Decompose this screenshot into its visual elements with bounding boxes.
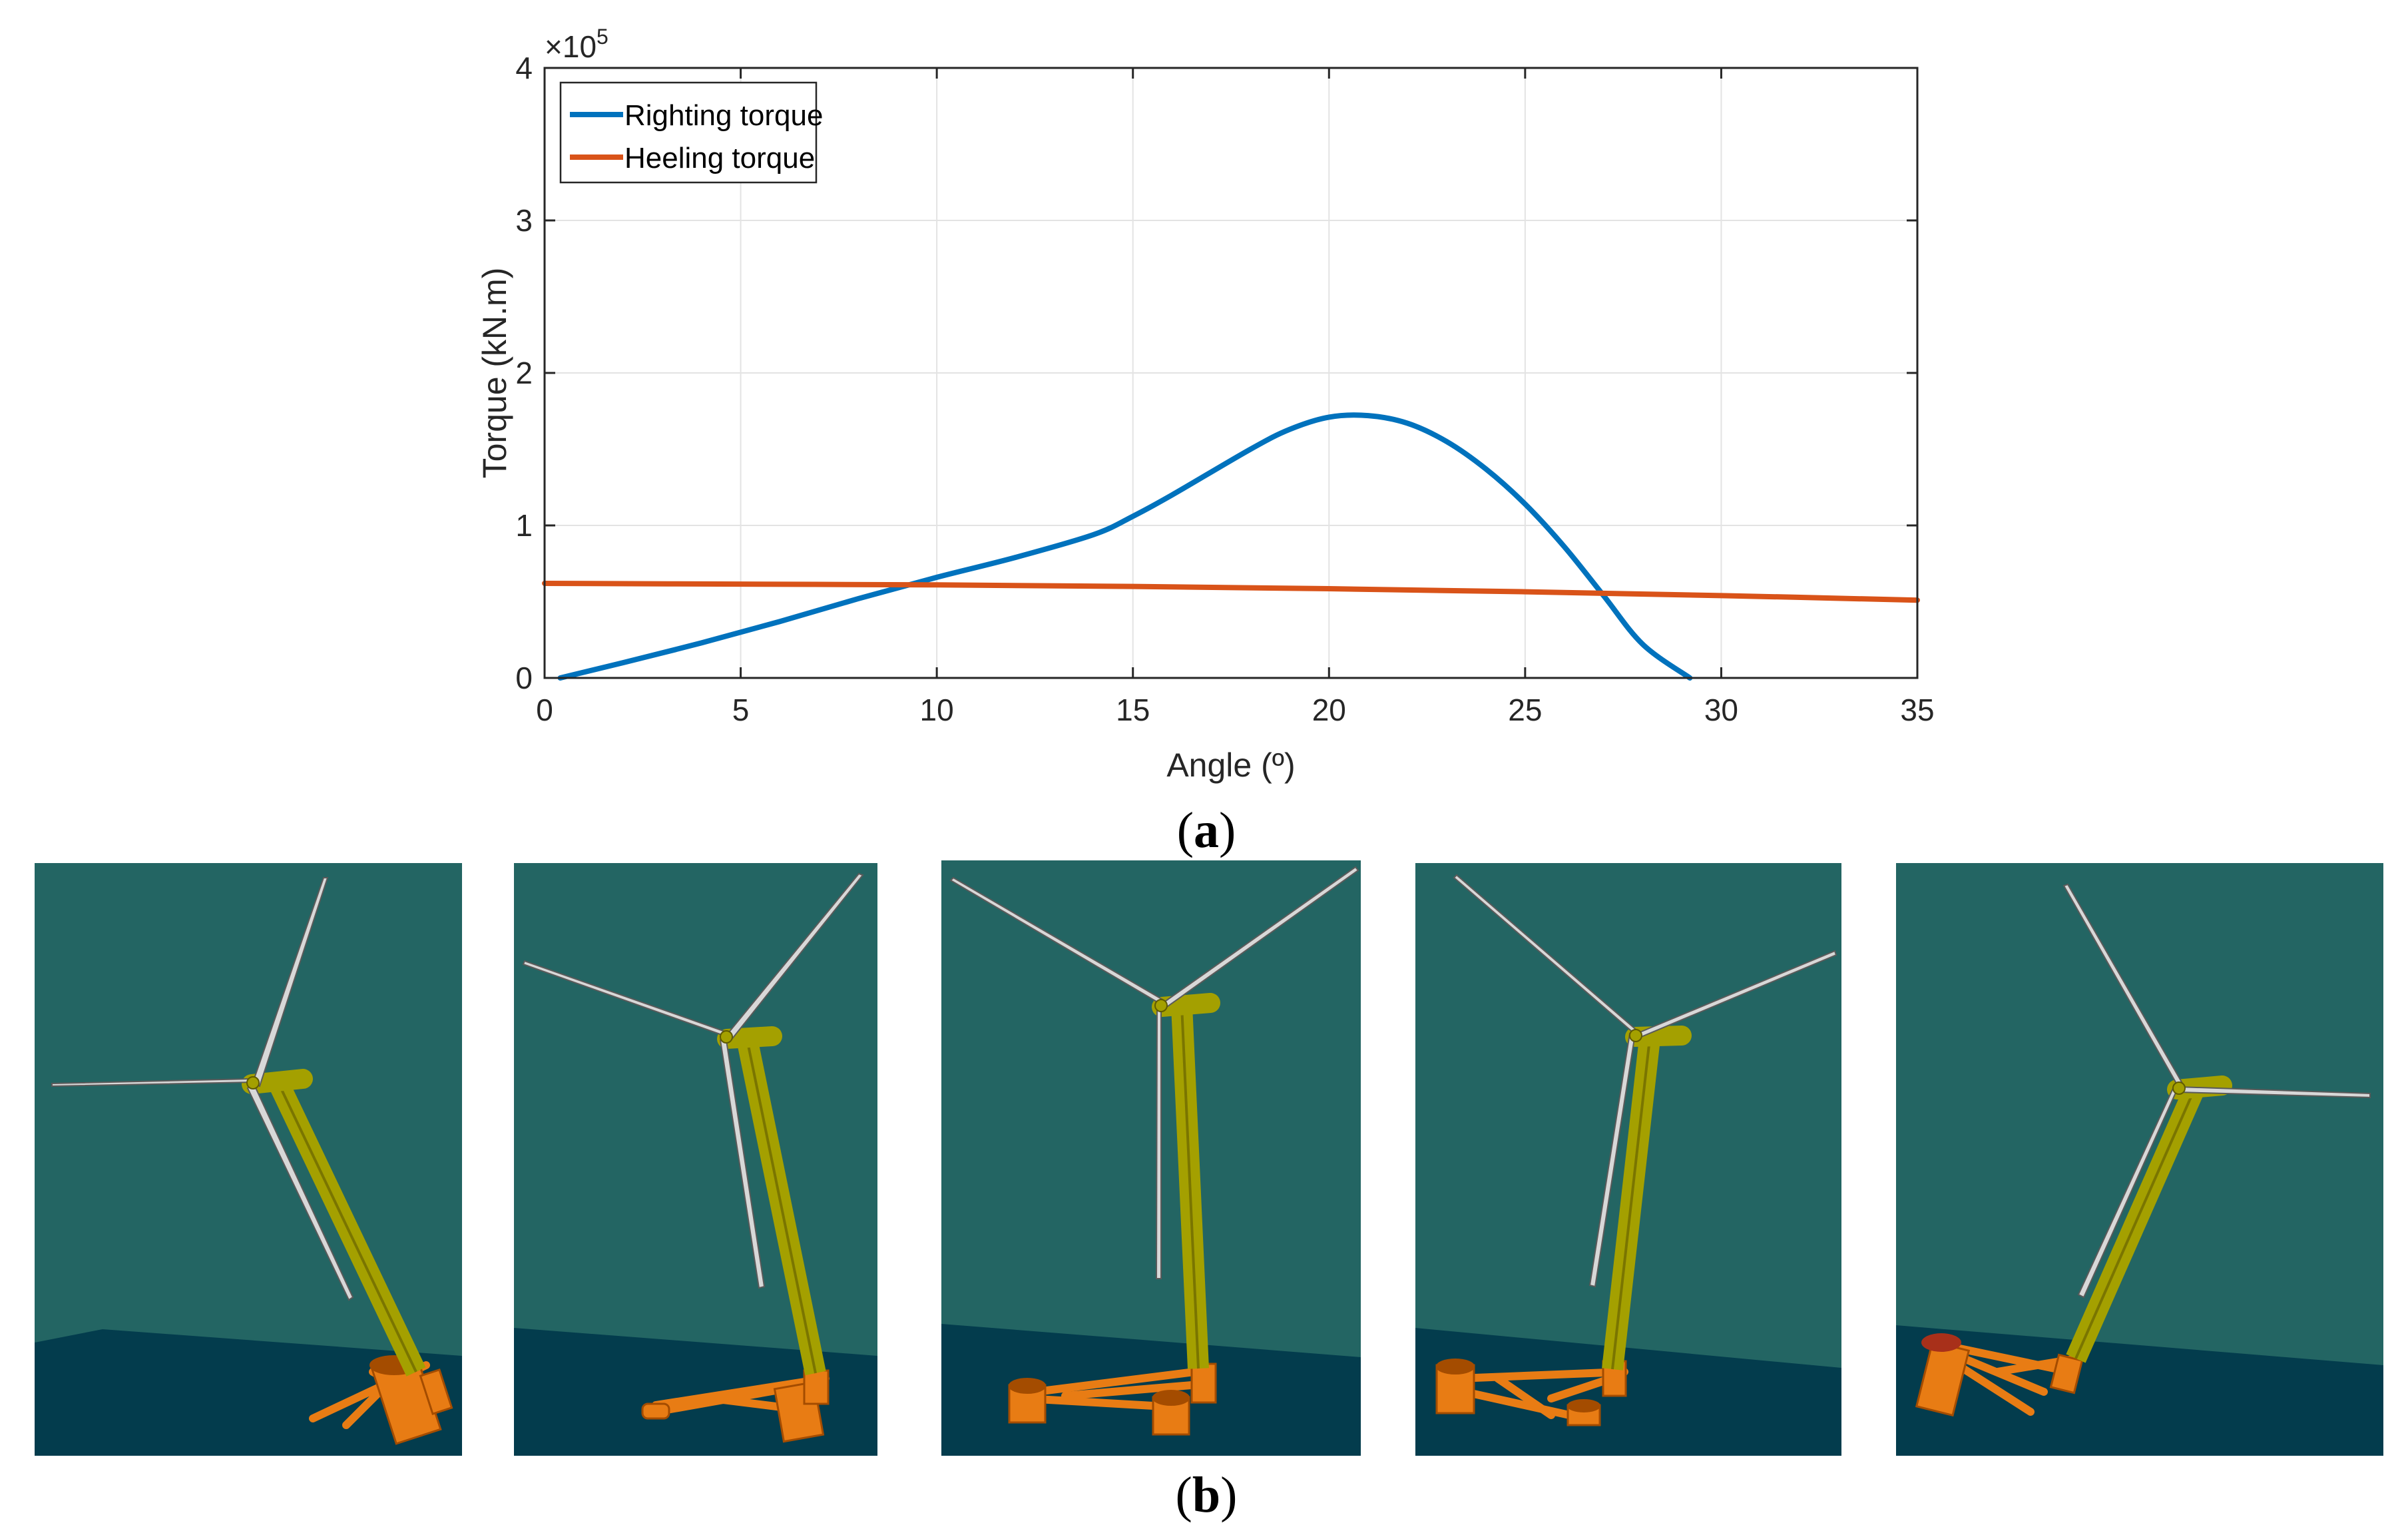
y-tick-label: 3 bbox=[515, 203, 533, 238]
series-line-heeling-torque bbox=[542, 581, 1920, 603]
platform-5 bbox=[1915, 1333, 2084, 1417]
y-tick-label: 4 bbox=[515, 51, 533, 85]
caption-a: (a) bbox=[1177, 802, 1236, 858]
nacelle-2 bbox=[717, 1026, 782, 1049]
platform-4 bbox=[1435, 1359, 1628, 1426]
legend-label-righting: Righting torque bbox=[624, 99, 823, 132]
hub-1 bbox=[246, 1076, 260, 1089]
heel-view-3 bbox=[941, 860, 1361, 1456]
x-tick-label: 10 bbox=[920, 693, 954, 727]
x-tick-label: 30 bbox=[1704, 693, 1738, 727]
y-tick-labels: 0 1 2 3 4 bbox=[515, 51, 533, 695]
platform-column bbox=[1190, 1363, 1217, 1404]
platform-column bbox=[641, 1402, 670, 1420]
platform-brace bbox=[1061, 1381, 1196, 1400]
x-axis-label: Angle (º) bbox=[1166, 747, 1295, 784]
platform-2 bbox=[641, 1369, 830, 1443]
platform-column bbox=[803, 1369, 830, 1405]
heel-view-1 bbox=[35, 863, 462, 1456]
caption-b-letter: b bbox=[1192, 1467, 1220, 1523]
tower-edge bbox=[1180, 1005, 1200, 1369]
platform-brace bbox=[652, 1375, 830, 1409]
platform-column bbox=[419, 1368, 453, 1416]
blade bbox=[1155, 1003, 1162, 1279]
sea-4 bbox=[1415, 1328, 1841, 1456]
y-tick-label: 0 bbox=[515, 661, 533, 695]
platform-brace bbox=[1960, 1355, 2048, 1396]
hub-4 bbox=[1629, 1029, 1642, 1042]
hub-2 bbox=[720, 1030, 733, 1044]
y-exponent-label: ×105 bbox=[545, 25, 608, 64]
caption-b: (b) bbox=[1176, 1467, 1238, 1523]
x-tick-label: 0 bbox=[536, 693, 553, 727]
heel-view-2 bbox=[514, 863, 877, 1456]
platform-column-top bbox=[1152, 1390, 1190, 1406]
tower-edge bbox=[278, 1085, 417, 1373]
x-tick-label: 20 bbox=[1312, 693, 1346, 727]
platform-brace bbox=[1454, 1368, 1628, 1382]
platform-brace bbox=[1461, 1388, 1588, 1422]
x-tick-label: 15 bbox=[1116, 693, 1150, 727]
heel-view-5 bbox=[1896, 863, 2383, 1456]
platform-brace bbox=[1494, 1375, 1555, 1419]
legend: Righting torque Heeling torque bbox=[559, 81, 823, 184]
platform-column-top bbox=[1921, 1333, 1961, 1352]
x-tick-label: 35 bbox=[1900, 693, 1934, 727]
platform-column bbox=[2049, 1353, 2084, 1394]
series-lines bbox=[542, 412, 1920, 681]
y-tick-label: 1 bbox=[515, 508, 533, 543]
platform-column-top bbox=[1436, 1359, 1475, 1375]
x-tick-labels: 0 5 10 15 20 25 30 35 bbox=[536, 693, 1934, 727]
legend-label-heeling: Heeling torque bbox=[624, 142, 815, 174]
x-tick-label: 5 bbox=[732, 693, 750, 727]
platform-3 bbox=[1008, 1363, 1217, 1436]
y-axis-label: Torque (kN.m) bbox=[476, 268, 513, 479]
heel-view-4 bbox=[1415, 863, 1841, 1456]
y-tick-label: 2 bbox=[515, 356, 533, 390]
x-tick-label: 25 bbox=[1508, 693, 1542, 727]
platform-brace bbox=[1547, 1375, 1615, 1402]
tower-edge bbox=[746, 1038, 817, 1374]
hub-3 bbox=[1154, 999, 1168, 1012]
platform-column bbox=[1435, 1364, 1475, 1414]
platform-brace bbox=[1021, 1394, 1169, 1410]
platform-column-top bbox=[1567, 1399, 1600, 1412]
tower-edge bbox=[1611, 1038, 1651, 1370]
nacelle-3 bbox=[1152, 993, 1220, 1017]
torque-chart: 0 5 10 15 20 25 30 35 0 1 2 3 4 ×105 Angle (º) Torq… bbox=[476, 25, 1935, 784]
tick-marks bbox=[543, 67, 1919, 679]
sea-1 bbox=[35, 1329, 462, 1456]
platform-brace bbox=[1021, 1367, 1209, 1397]
tower-edge bbox=[2074, 1089, 2196, 1359]
hub-5 bbox=[2172, 1081, 2186, 1095]
series-line-righting-torque bbox=[557, 412, 1693, 681]
platform-column-top bbox=[1009, 1378, 1046, 1394]
legend-box bbox=[559, 81, 818, 184]
caption-a-letter: a bbox=[1194, 802, 1219, 858]
